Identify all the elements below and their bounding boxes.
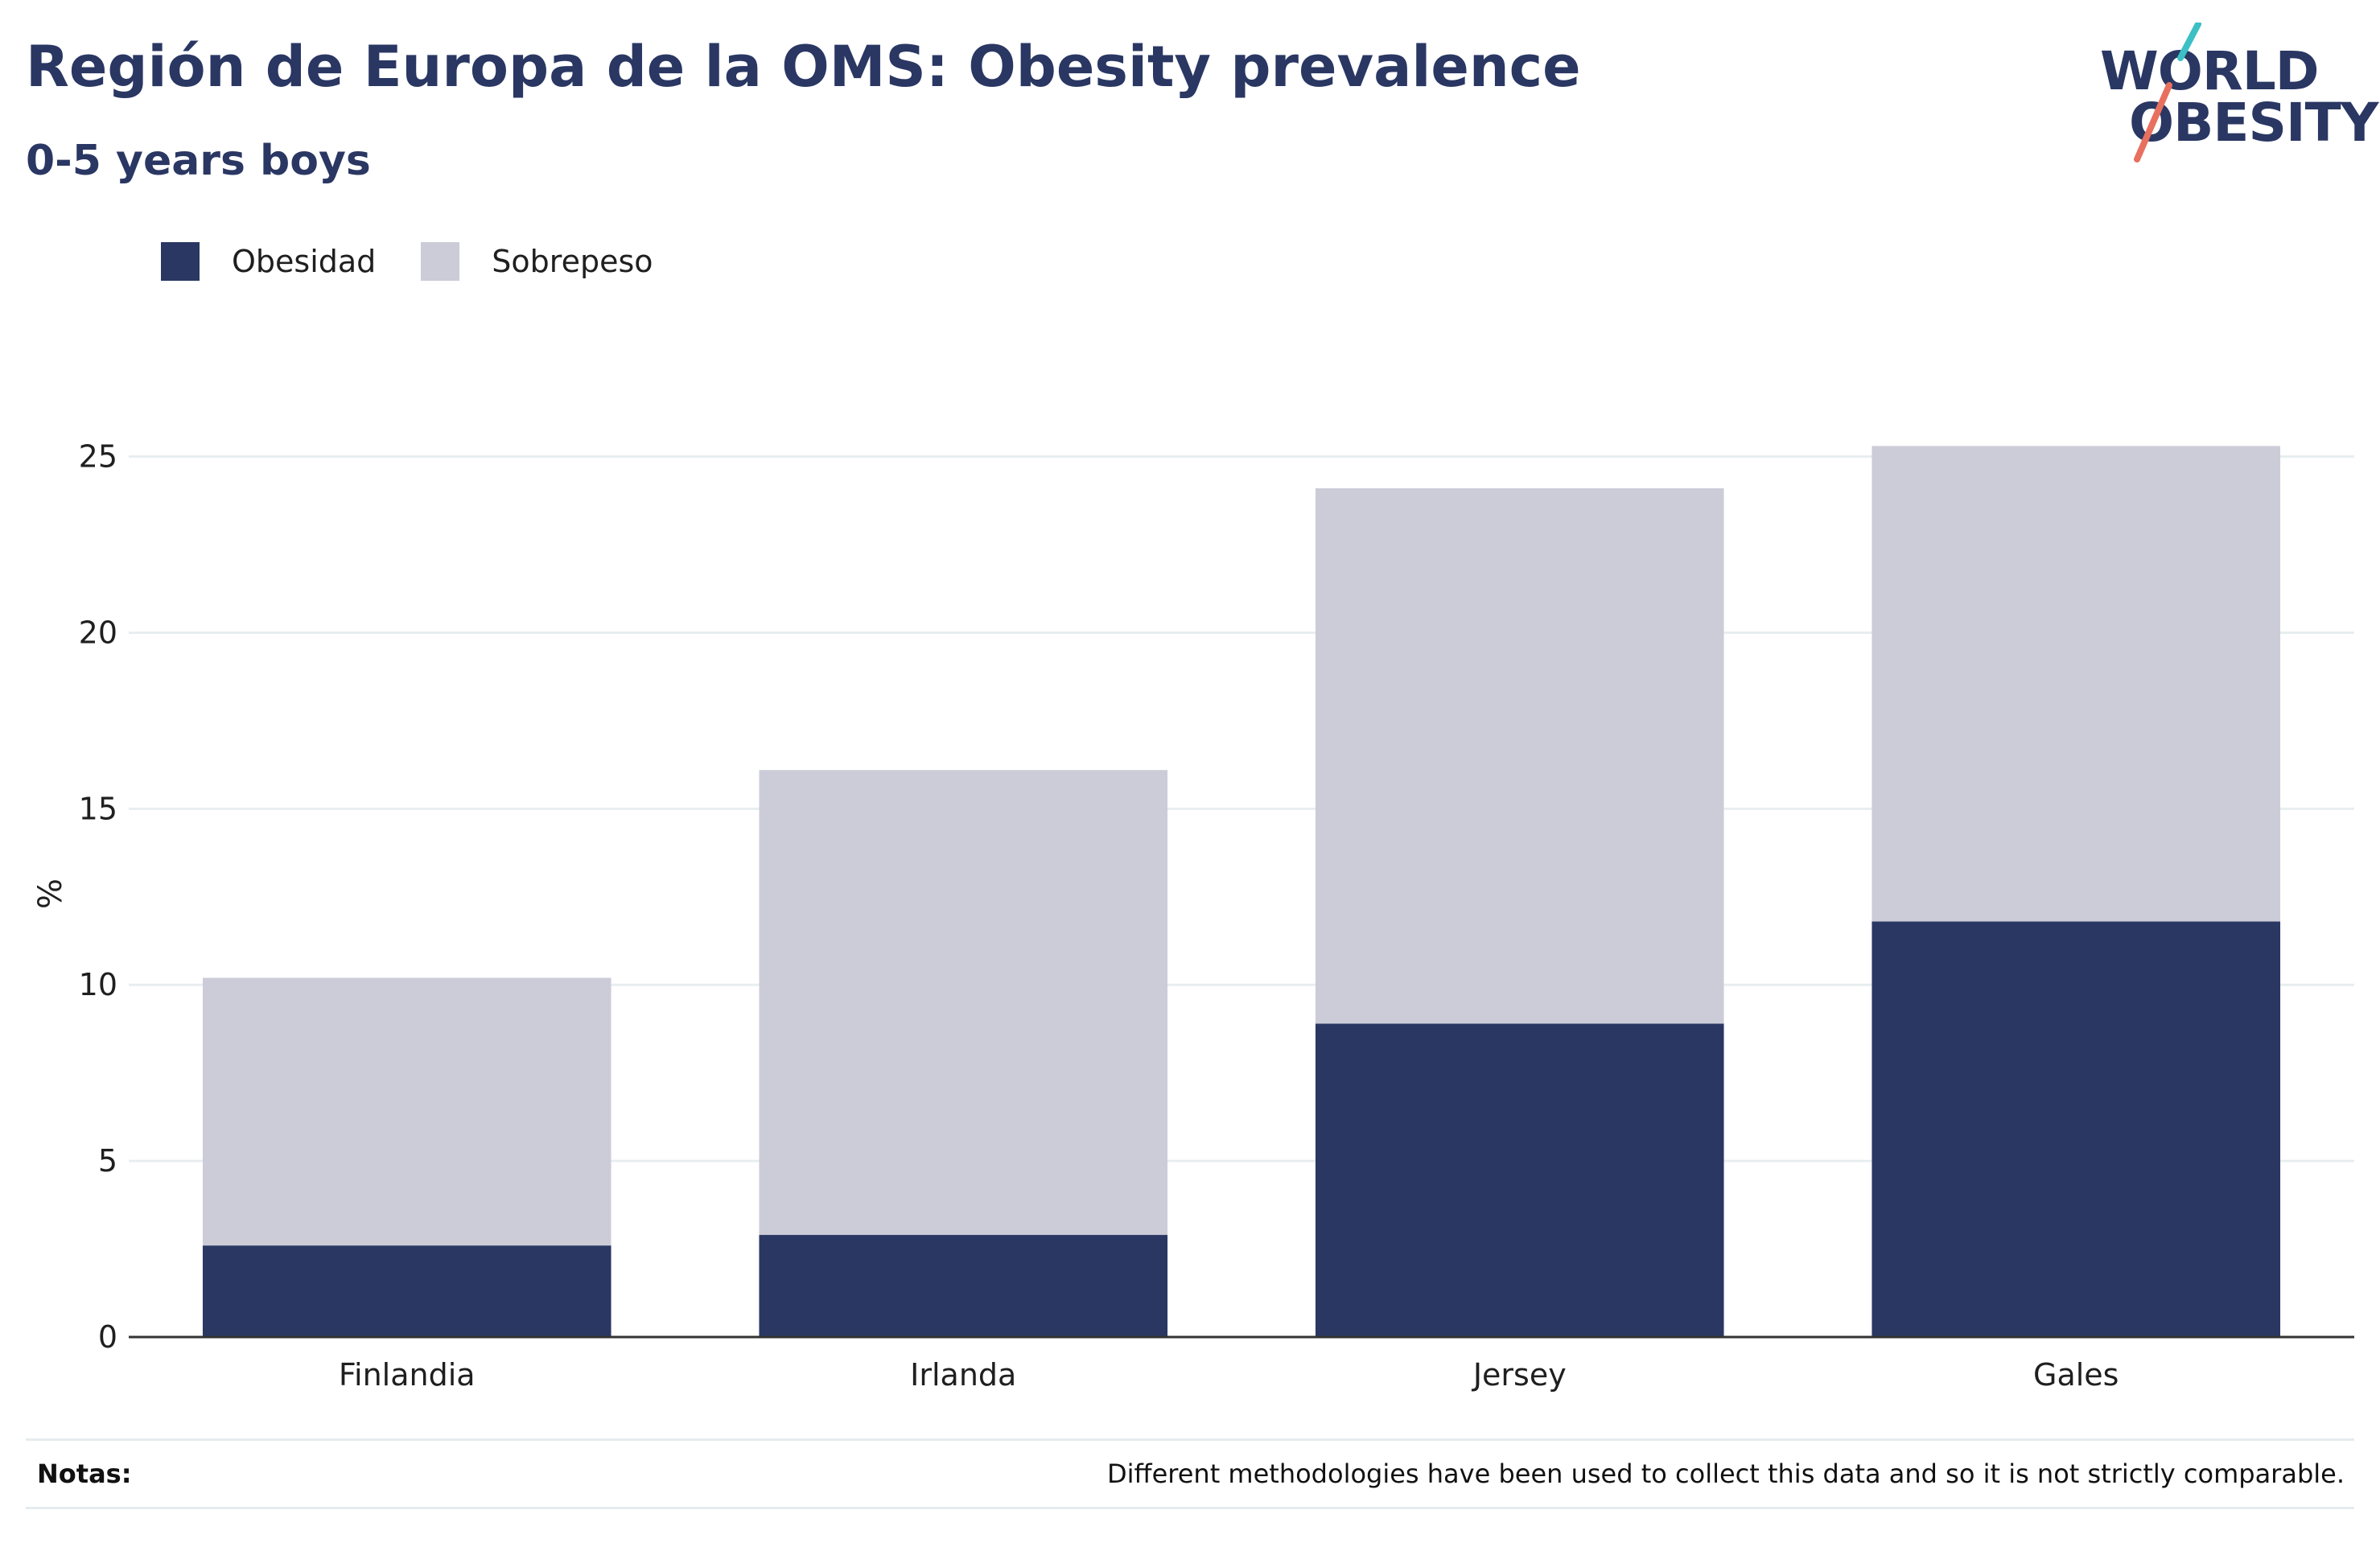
notes-label: Notas: <box>37 1459 132 1489</box>
legend-swatch-obesidad <box>161 242 200 281</box>
slash-mark-icon <box>2134 23 2201 163</box>
logo-word-obesity: OBESITY <box>2129 92 2378 154</box>
legend-item-sobrepeso[interactable]: Sobrepeso <box>421 242 653 281</box>
bar-obesidad-irlanda <box>759 1235 1168 1337</box>
legend-label-sobrepeso: Sobrepeso <box>492 244 653 279</box>
logo-word-world: WORLD <box>2100 40 2320 102</box>
y-tick-label: 0 <box>98 1319 117 1355</box>
legend-item-obesidad[interactable]: Obesidad <box>161 242 376 281</box>
bar-sobrepeso-finlandia <box>202 977 611 1246</box>
bar-sobrepeso-irlanda <box>759 770 1168 1236</box>
x-tick-label: Gales <box>2033 1357 2119 1393</box>
bar-sobrepeso-jersey <box>1315 488 1724 1024</box>
bar-chart: 0 5 10 15 20 25% Finlandia Irlanda Jersey Gales <box>32 439 2354 1393</box>
bar-sobrepeso-gales <box>1871 446 2281 922</box>
notes-panel: Notas: Different methodologies have been… <box>26 1438 2354 1509</box>
y-tick-label: 25 <box>79 439 117 475</box>
bar-obesidad-finlandia <box>202 1245 611 1337</box>
bar-obesidad-jersey <box>1315 1023 1724 1337</box>
y-tick-label: 10 <box>79 967 117 1002</box>
x-tick-label: Finlandia <box>339 1357 476 1393</box>
chart-legend: Obesidad Sobrepeso <box>161 241 698 282</box>
y-tick-label: 20 <box>79 615 117 650</box>
y-axis-label: % <box>32 878 69 909</box>
y-tick-label: 15 <box>79 791 117 826</box>
x-tick-label: Jersey <box>1472 1357 1567 1393</box>
legend-label-obesidad: Obesidad <box>232 244 377 279</box>
legend-swatch-sobrepeso <box>421 242 460 281</box>
world-obesity-logo: WORLD OBESITY <box>2100 23 2378 167</box>
notes-text: Different methodologies have been used t… <box>1107 1459 2345 1489</box>
y-tick-label: 5 <box>98 1143 117 1179</box>
chart-title: Región de Europa de la OMS: Obesity prev… <box>26 34 1581 100</box>
x-tick-label: Irlanda <box>910 1357 1016 1393</box>
bar-obesidad-gales <box>1871 921 2281 1337</box>
chart-subtitle: 0-5 years boys <box>26 137 371 185</box>
